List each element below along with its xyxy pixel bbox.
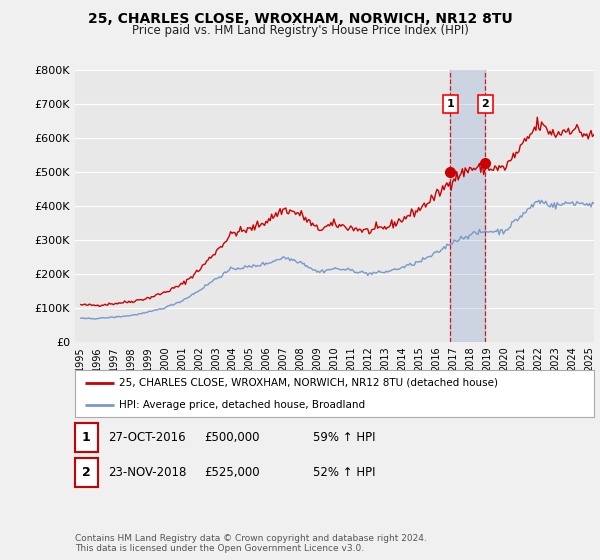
Text: 23-NOV-2018: 23-NOV-2018 xyxy=(109,465,187,479)
Text: £525,000: £525,000 xyxy=(205,465,260,479)
Bar xyxy=(451,70,485,342)
Text: 59% ↑ HPI: 59% ↑ HPI xyxy=(313,431,375,444)
Text: HPI: Average price, detached house, Broadland: HPI: Average price, detached house, Broa… xyxy=(119,400,365,410)
Text: 2: 2 xyxy=(482,99,490,109)
Text: 1: 1 xyxy=(446,99,454,109)
Text: Price paid vs. HM Land Registry's House Price Index (HPI): Price paid vs. HM Land Registry's House … xyxy=(131,24,469,36)
Text: 27-OCT-2016: 27-OCT-2016 xyxy=(109,431,186,444)
Text: 2: 2 xyxy=(82,465,91,479)
Text: £500,000: £500,000 xyxy=(205,431,260,444)
Text: 52% ↑ HPI: 52% ↑ HPI xyxy=(313,465,375,479)
Text: 25, CHARLES CLOSE, WROXHAM, NORWICH, NR12 8TU (detached house): 25, CHARLES CLOSE, WROXHAM, NORWICH, NR1… xyxy=(119,378,498,388)
Text: 1: 1 xyxy=(82,431,91,444)
Text: 25, CHARLES CLOSE, WROXHAM, NORWICH, NR12 8TU: 25, CHARLES CLOSE, WROXHAM, NORWICH, NR1… xyxy=(88,12,512,26)
Text: Contains HM Land Registry data © Crown copyright and database right 2024.
This d: Contains HM Land Registry data © Crown c… xyxy=(75,534,427,553)
